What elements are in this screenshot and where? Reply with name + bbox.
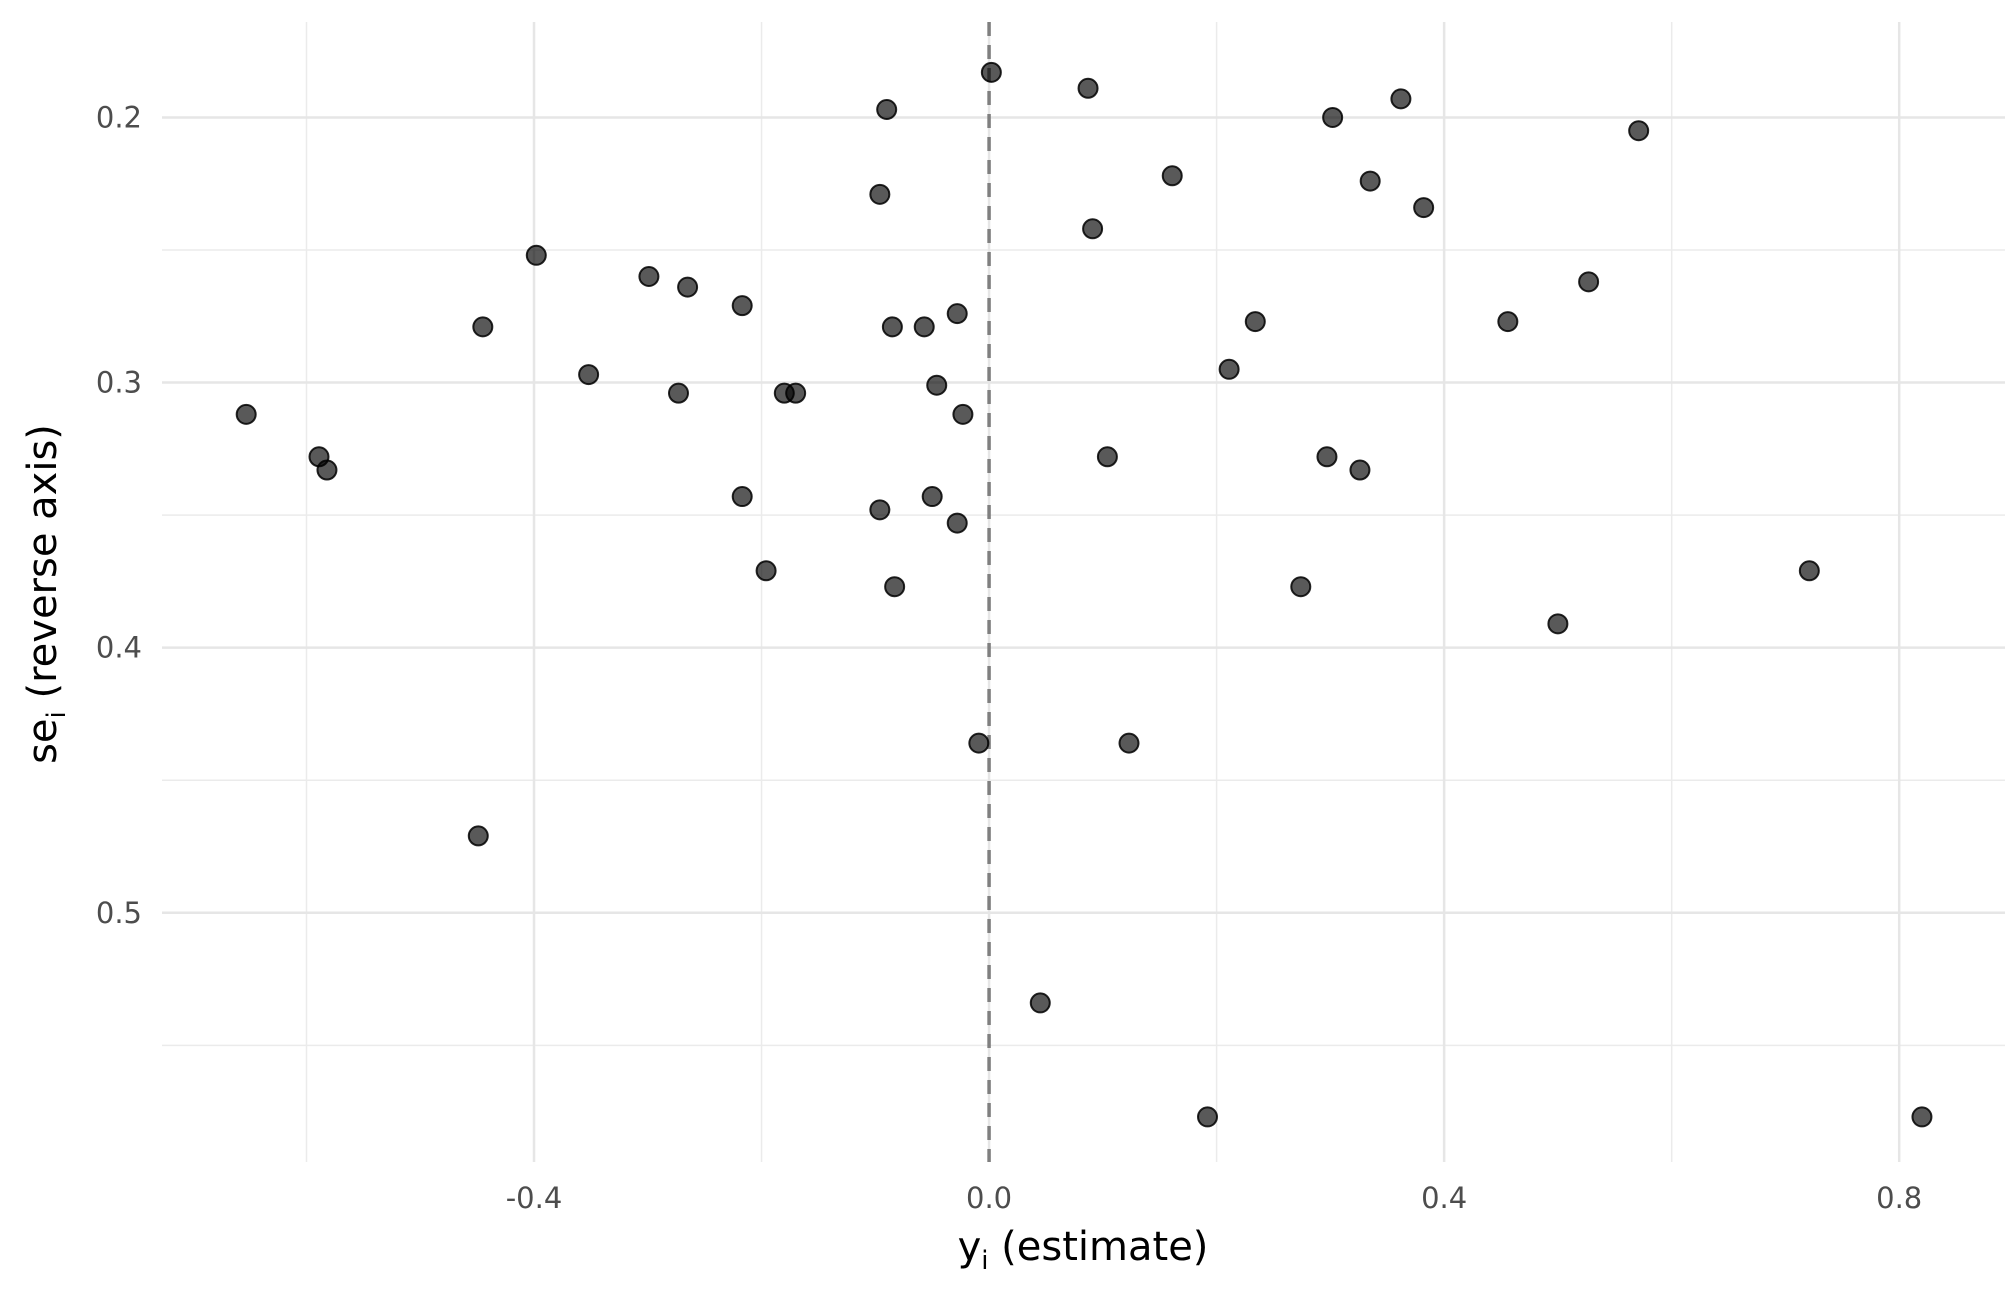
data-point <box>472 316 494 338</box>
data-point <box>1578 271 1600 293</box>
data-point <box>1096 446 1118 468</box>
y-axis-title-subscript: i <box>42 711 72 718</box>
data-point <box>1349 459 1371 481</box>
data-point <box>1218 358 1240 380</box>
data-point <box>755 560 777 582</box>
data-point <box>1161 165 1183 187</box>
data-point <box>926 374 948 396</box>
data-points <box>235 61 1933 1128</box>
data-point <box>525 244 547 266</box>
data-point <box>638 266 660 288</box>
data-point <box>946 303 968 325</box>
x-axis-title: yi (estimate) <box>958 1224 1209 1276</box>
data-point <box>1244 311 1266 333</box>
data-point <box>1322 106 1344 128</box>
x-tick-label: 0.4 <box>1421 1181 1467 1215</box>
x-tick-label: 0.0 <box>966 1181 1012 1215</box>
x-axis-tick-labels: -0.4 0.0 0.4 0.8 <box>506 1181 1923 1215</box>
data-point <box>578 364 600 386</box>
data-point <box>1077 77 1099 99</box>
x-axis-title-subscript: i <box>981 1246 988 1276</box>
x-axis-title-rest: (estimate) <box>988 1224 1208 1270</box>
y-tick-label: 0.4 <box>96 631 142 665</box>
minor-gridlines <box>162 22 2005 1162</box>
data-point <box>921 486 943 508</box>
y-axis-tick-labels: 0.2 0.3 0.4 0.5 <box>96 100 142 929</box>
data-point <box>1390 88 1412 110</box>
x-tick-label: 0.8 <box>1876 1181 1922 1215</box>
data-point <box>1118 732 1140 754</box>
data-point <box>1359 170 1381 192</box>
data-point <box>1413 197 1435 219</box>
data-point <box>869 183 891 205</box>
data-point <box>946 512 968 534</box>
data-point <box>667 382 689 404</box>
data-point <box>1197 1106 1219 1128</box>
data-point <box>881 316 903 338</box>
y-tick-label: 0.5 <box>96 896 142 930</box>
data-point <box>1547 613 1569 635</box>
data-point <box>869 499 891 521</box>
data-point <box>731 295 753 317</box>
y-axis-title: sei (reverse axis) <box>20 424 72 764</box>
data-point <box>968 732 990 754</box>
data-point <box>316 459 338 481</box>
data-point <box>1029 992 1051 1014</box>
data-point <box>731 486 753 508</box>
data-point <box>1497 311 1519 333</box>
data-point <box>1798 560 1820 582</box>
major-gridlines <box>162 22 2005 1162</box>
data-point <box>235 403 257 425</box>
data-point <box>1316 446 1338 468</box>
data-point <box>1082 218 1104 240</box>
data-point <box>1628 120 1650 142</box>
data-point <box>467 825 489 847</box>
data-point <box>952 403 974 425</box>
data-point <box>913 316 935 338</box>
x-tick-label: -0.4 <box>506 1181 563 1215</box>
data-point <box>785 382 807 404</box>
y-tick-label: 0.3 <box>96 366 142 400</box>
data-point <box>876 98 898 120</box>
data-point <box>980 61 1002 83</box>
data-point <box>884 576 906 598</box>
y-axis-title-main: se <box>20 718 66 763</box>
data-point <box>1911 1106 1933 1128</box>
data-point <box>677 276 699 298</box>
data-point <box>1290 576 1312 598</box>
x-axis-title-main: y <box>958 1224 982 1270</box>
y-tick-label: 0.2 <box>96 100 142 134</box>
y-axis-title-rest: (reverse axis) <box>20 424 66 711</box>
